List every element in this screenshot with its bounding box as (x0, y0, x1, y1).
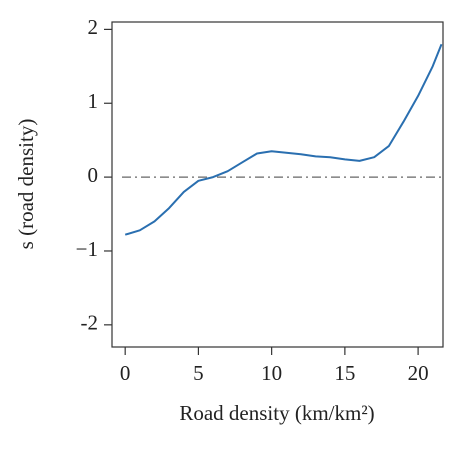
y-axis-label: s (road density) (14, 119, 38, 250)
x-tick-label: 10 (261, 361, 282, 385)
x-tick-label: 20 (408, 361, 429, 385)
y-tick-label: -2 (81, 311, 99, 335)
plot-frame (111, 21, 444, 348)
x-axis-label: Road density (km/km²) (179, 401, 374, 425)
x-tick-label: 5 (193, 361, 204, 385)
x-tick-label: 15 (334, 361, 355, 385)
y-tick-label: 0 (88, 163, 99, 187)
y-tick-label: 2 (88, 15, 99, 39)
y-tick-label: −1 (76, 237, 98, 261)
data-line (124, 43, 443, 236)
x-tick-label: 0 (120, 361, 131, 385)
y-tick-label: 1 (88, 89, 99, 113)
